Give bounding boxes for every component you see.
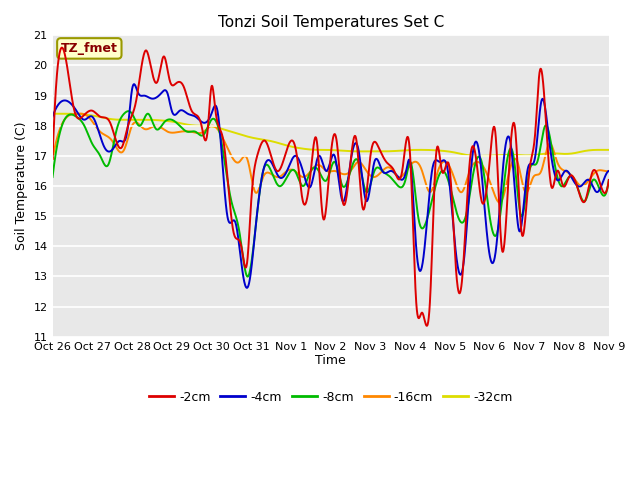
X-axis label: Time: Time bbox=[316, 354, 346, 367]
Title: Tonzi Soil Temperatures Set C: Tonzi Soil Temperatures Set C bbox=[218, 15, 444, 30]
Text: TZ_fmet: TZ_fmet bbox=[61, 42, 118, 55]
Legend: -2cm, -4cm, -8cm, -16cm, -32cm: -2cm, -4cm, -8cm, -16cm, -32cm bbox=[144, 386, 517, 409]
Y-axis label: Soil Temperature (C): Soil Temperature (C) bbox=[15, 122, 28, 250]
